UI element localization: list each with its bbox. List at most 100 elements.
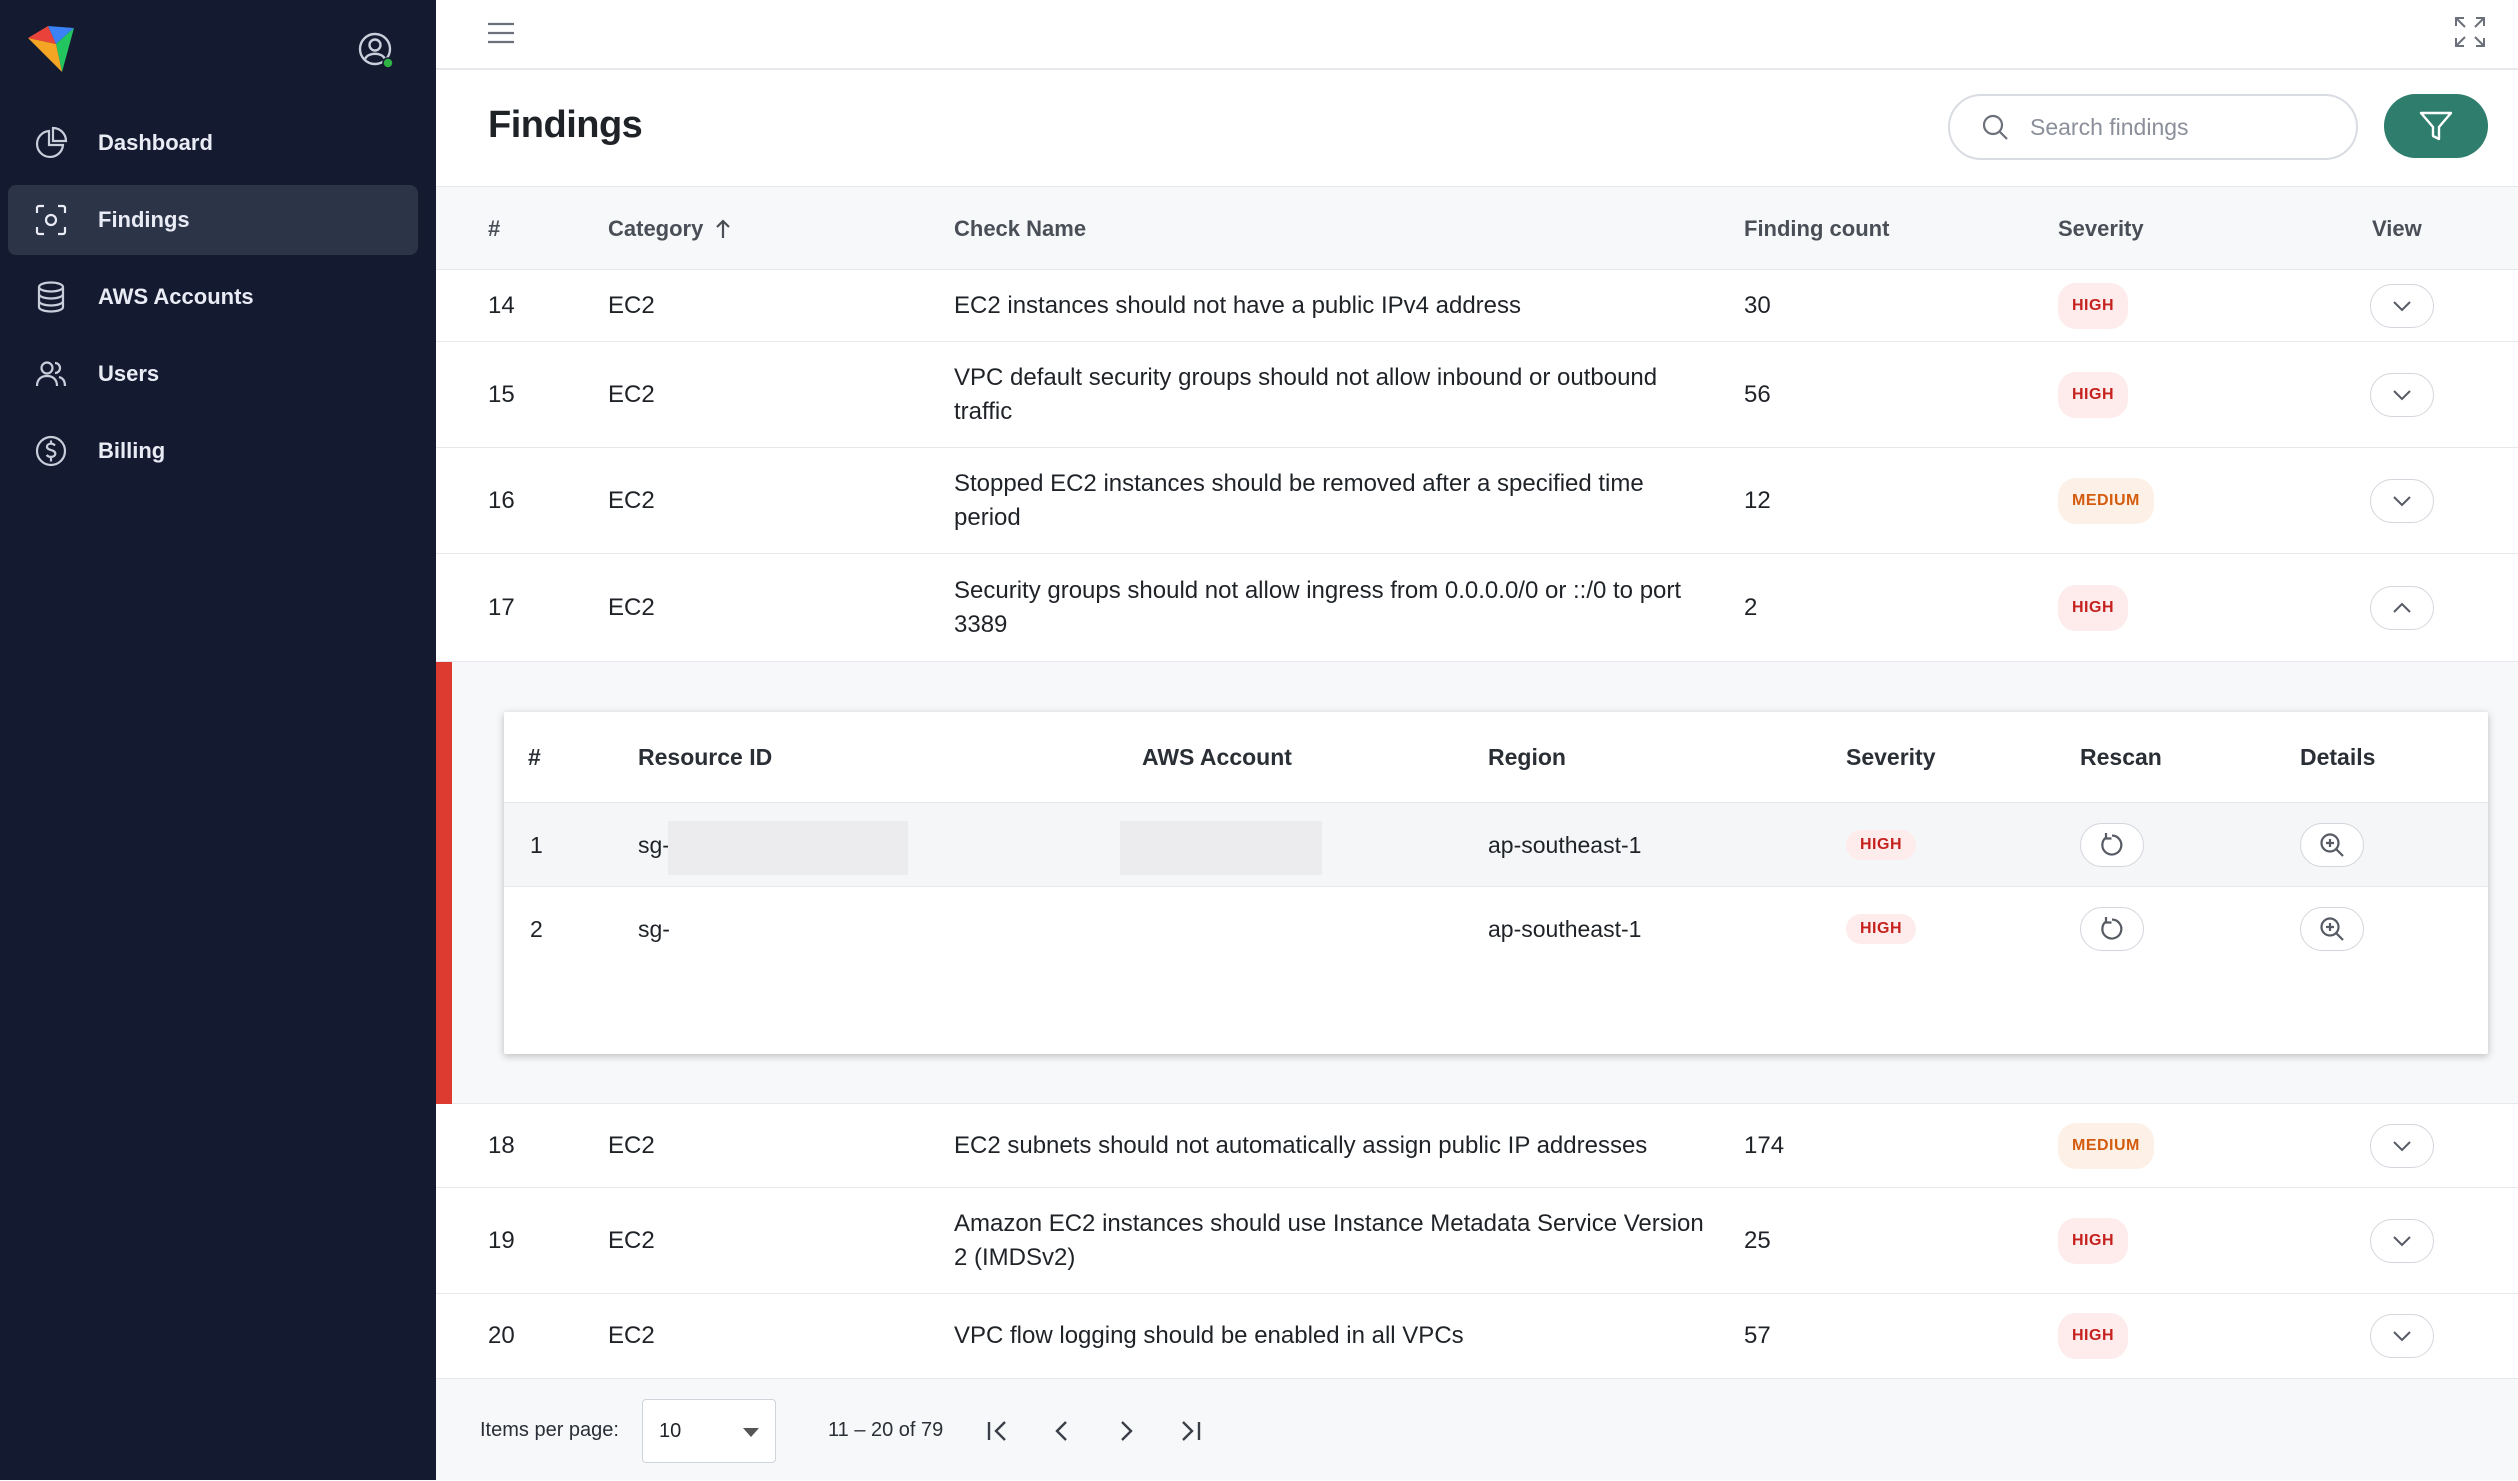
subtable-header: # Resource ID AWS Account Region Severit… — [504, 712, 2488, 802]
redacted-resource-id — [668, 821, 908, 875]
search-icon — [1982, 114, 2008, 140]
sidebar-item-dashboard[interactable]: Dashboard — [8, 108, 418, 178]
expand-row-button[interactable] — [2370, 1124, 2434, 1168]
redacted-aws-account — [1120, 821, 1322, 875]
topbar — [436, 0, 2518, 70]
sidebar-item-label: Users — [98, 361, 160, 386]
expand-row-button[interactable] — [2370, 1219, 2434, 1263]
row-num: 19 — [488, 1226, 515, 1254]
search-box[interactable] — [1948, 94, 2358, 160]
rescan-button[interactable] — [2080, 907, 2144, 951]
resource-region: ap-southeast-1 — [1488, 915, 1642, 942]
first-page-button[interactable] — [978, 1411, 1018, 1451]
column-header-severity[interactable]: Severity — [2058, 216, 2144, 241]
zoom-in-icon — [2320, 917, 2344, 941]
row-category: EC2 — [608, 593, 655, 621]
sidebar-nav: Dashboard Findings AWS Accounts Users Bi… — [8, 108, 418, 493]
previous-page-button[interactable] — [1042, 1411, 1082, 1451]
items-per-page-select[interactable]: 10 — [642, 1399, 776, 1463]
severity-badge: HIGH — [1846, 830, 1916, 860]
subcolumn-header-rescan: Rescan — [2080, 743, 2162, 770]
row-finding-count: 174 — [1744, 1131, 1785, 1159]
row-num: 14 — [488, 291, 515, 319]
resource-row: 2 sg- ap-southeast-1 HIGH — [504, 886, 2488, 970]
users-icon — [34, 357, 68, 391]
dollar-circle-icon — [34, 434, 68, 468]
chevron-down-icon — [2393, 496, 2411, 507]
sidebar-item-aws-accounts[interactable]: AWS Accounts — [8, 262, 418, 332]
table-row: 20 EC2 VPC flow logging should be enable… — [436, 1294, 2518, 1378]
subcolumn-header-details: Details — [2300, 743, 2376, 770]
severity-badge: HIGH — [1846, 914, 1916, 944]
chevron-down-icon — [2393, 301, 2411, 312]
row-num: 18 — [488, 1131, 515, 1159]
sidebar-item-users[interactable]: Users — [8, 339, 418, 409]
hamburger-menu-icon[interactable] — [484, 16, 518, 50]
table-row: 15 EC2 VPC default security groups shoul… — [436, 342, 2518, 448]
column-header-label: Category — [608, 216, 704, 241]
subcolumn-header-severity: Severity — [1846, 743, 1936, 770]
chevron-down-icon — [2393, 1141, 2411, 1152]
expand-row-button[interactable] — [2370, 284, 2434, 328]
table-row-expanded: 17 EC2 Security groups should not allow … — [436, 554, 2518, 662]
row-num: 15 — [488, 380, 515, 408]
column-header-num: # — [488, 216, 501, 241]
sidebar-item-billing[interactable]: Billing — [8, 416, 418, 486]
search-input[interactable] — [2028, 112, 2328, 142]
resources-subtable: # Resource ID AWS Account Region Severit… — [504, 712, 2488, 1054]
table-row: 14 EC2 EC2 instances should not have a p… — [436, 270, 2518, 342]
chevron-down-icon — [2393, 1331, 2411, 1342]
filter-button[interactable] — [2384, 94, 2488, 158]
expand-row-button[interactable] — [2370, 373, 2434, 417]
column-header-check-name[interactable]: Check Name — [954, 216, 1087, 241]
expanded-row-panel: # Resource ID AWS Account Region Severit… — [436, 662, 2518, 1104]
sort-ascending-icon — [716, 219, 731, 238]
row-finding-count: 2 — [1744, 593, 1758, 621]
sidebar-item-findings[interactable]: Findings — [8, 185, 418, 255]
collapse-row-button[interactable] — [2370, 586, 2434, 630]
severity-badge: MEDIUM — [2058, 1122, 2154, 1169]
severity-badge: MEDIUM — [2058, 477, 2154, 524]
row-finding-count: 25 — [1744, 1226, 1771, 1254]
resource-id: sg- — [638, 831, 670, 858]
app-logo[interactable] — [26, 24, 80, 74]
next-page-button[interactable] — [1106, 1411, 1146, 1451]
items-per-page-label: Items per page: — [480, 1418, 619, 1441]
resource-id: sg- — [638, 915, 670, 942]
last-page-button[interactable] — [1170, 1411, 1210, 1451]
row-num: 20 — [488, 1322, 515, 1349]
filter-icon — [2419, 111, 2453, 141]
row-num: 17 — [488, 593, 515, 621]
rescan-icon — [2101, 833, 2123, 856]
rescan-icon — [2101, 917, 2123, 940]
chevron-down-icon — [2393, 1236, 2411, 1247]
details-button[interactable] — [2300, 907, 2364, 951]
dropdown-caret-icon — [743, 1428, 759, 1437]
sidebar-item-label: Billing — [98, 438, 166, 463]
row-finding-count: 57 — [1744, 1322, 1771, 1349]
row-check-name: Security groups should not allow ingress… — [954, 576, 1682, 638]
column-header-finding-count[interactable]: Finding count — [1744, 216, 1890, 241]
severity-badge: HIGH — [2058, 1217, 2128, 1264]
user-profile-icon[interactable] — [356, 30, 396, 70]
row-check-name: VPC flow logging should be enabled in al… — [954, 1322, 1464, 1349]
expanded-row-accent — [436, 662, 452, 1104]
expand-row-button[interactable] — [2370, 1314, 2434, 1358]
column-header-category[interactable]: Category — [608, 187, 733, 271]
severity-badge: HIGH — [2058, 584, 2128, 631]
subcolumn-header-aws-account: AWS Account — [1142, 743, 1292, 770]
rescan-button[interactable] — [2080, 823, 2144, 867]
chevron-right-icon — [1121, 1421, 1133, 1441]
expand-row-button[interactable] — [2370, 479, 2434, 523]
row-check-name: EC2 instances should not have a public I… — [954, 291, 1522, 319]
row-check-name: EC2 subnets should not automatically ass… — [954, 1131, 1648, 1159]
resource-num: 2 — [530, 915, 543, 942]
chevron-up-icon — [2393, 602, 2411, 613]
row-finding-count: 30 — [1744, 291, 1771, 319]
fullscreen-icon[interactable] — [2452, 14, 2488, 50]
sidebar-item-label: Findings — [98, 207, 190, 232]
pie-chart-icon — [34, 126, 68, 160]
details-button[interactable] — [2300, 823, 2364, 867]
table-row: 18 EC2 EC2 subnets should not automatica… — [436, 1104, 2518, 1188]
resource-region: ap-southeast-1 — [1488, 831, 1642, 858]
